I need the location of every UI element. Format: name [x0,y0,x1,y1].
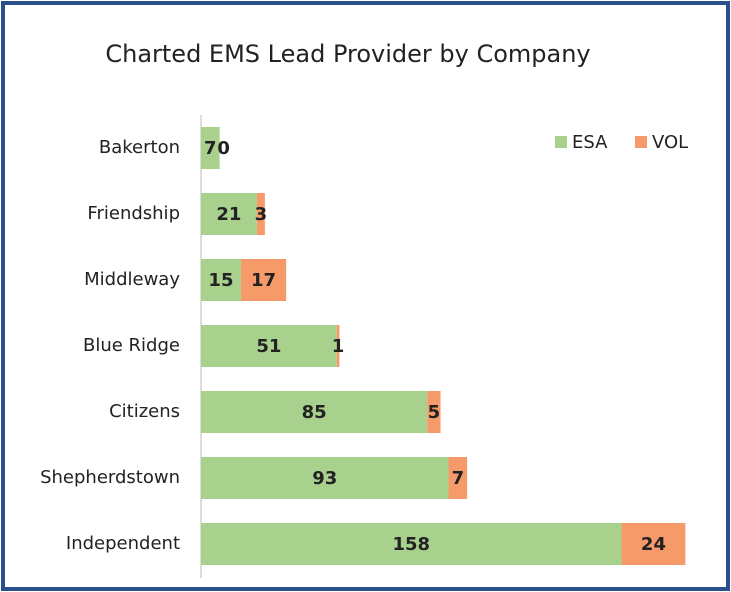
bar-segment [201,391,428,433]
legend-label: VOL [652,132,688,153]
legend-swatch [635,136,647,148]
bar-segment [201,259,241,301]
data-label: 85 [302,402,327,423]
bar-segment [256,193,265,235]
bar-segment [201,325,337,367]
y-tick-label: Shepherdstown [40,467,180,488]
y-tick-label: Blue Ridge [83,335,180,356]
bar-segment [201,457,449,499]
legend-label: ESA [572,132,608,153]
y-tick-label: Citizens [109,401,180,422]
y-tick-label: Friendship [87,203,180,224]
data-label: 17 [251,270,276,291]
bar-segment [201,193,257,235]
data-label: 51 [256,336,281,357]
data-label: 7 [204,138,217,159]
bar-segment [201,127,220,169]
legend-swatch [555,136,567,148]
bar-segment [201,523,622,565]
data-label: 158 [392,534,430,555]
data-label: 1 [332,336,345,357]
y-tick-label: Independent [66,533,180,554]
bar-segment [427,391,441,433]
data-label: 21 [216,204,241,225]
bar-segment [621,523,686,565]
data-label: 93 [312,468,337,489]
y-tick-label: Bakerton [99,137,180,158]
bar-segment [240,259,287,301]
bar-segment [448,457,468,499]
data-label: 24 [641,534,666,555]
data-label: 15 [208,270,233,291]
y-tick-label: Middleway [84,269,180,290]
chart-title: Charted EMS Lead Provider by Company [105,40,590,68]
data-label: 7 [452,468,465,489]
bar-segment [336,325,340,367]
data-label: 5 [428,402,441,423]
data-label: 3 [255,204,268,225]
data-label: 0 [217,138,230,159]
